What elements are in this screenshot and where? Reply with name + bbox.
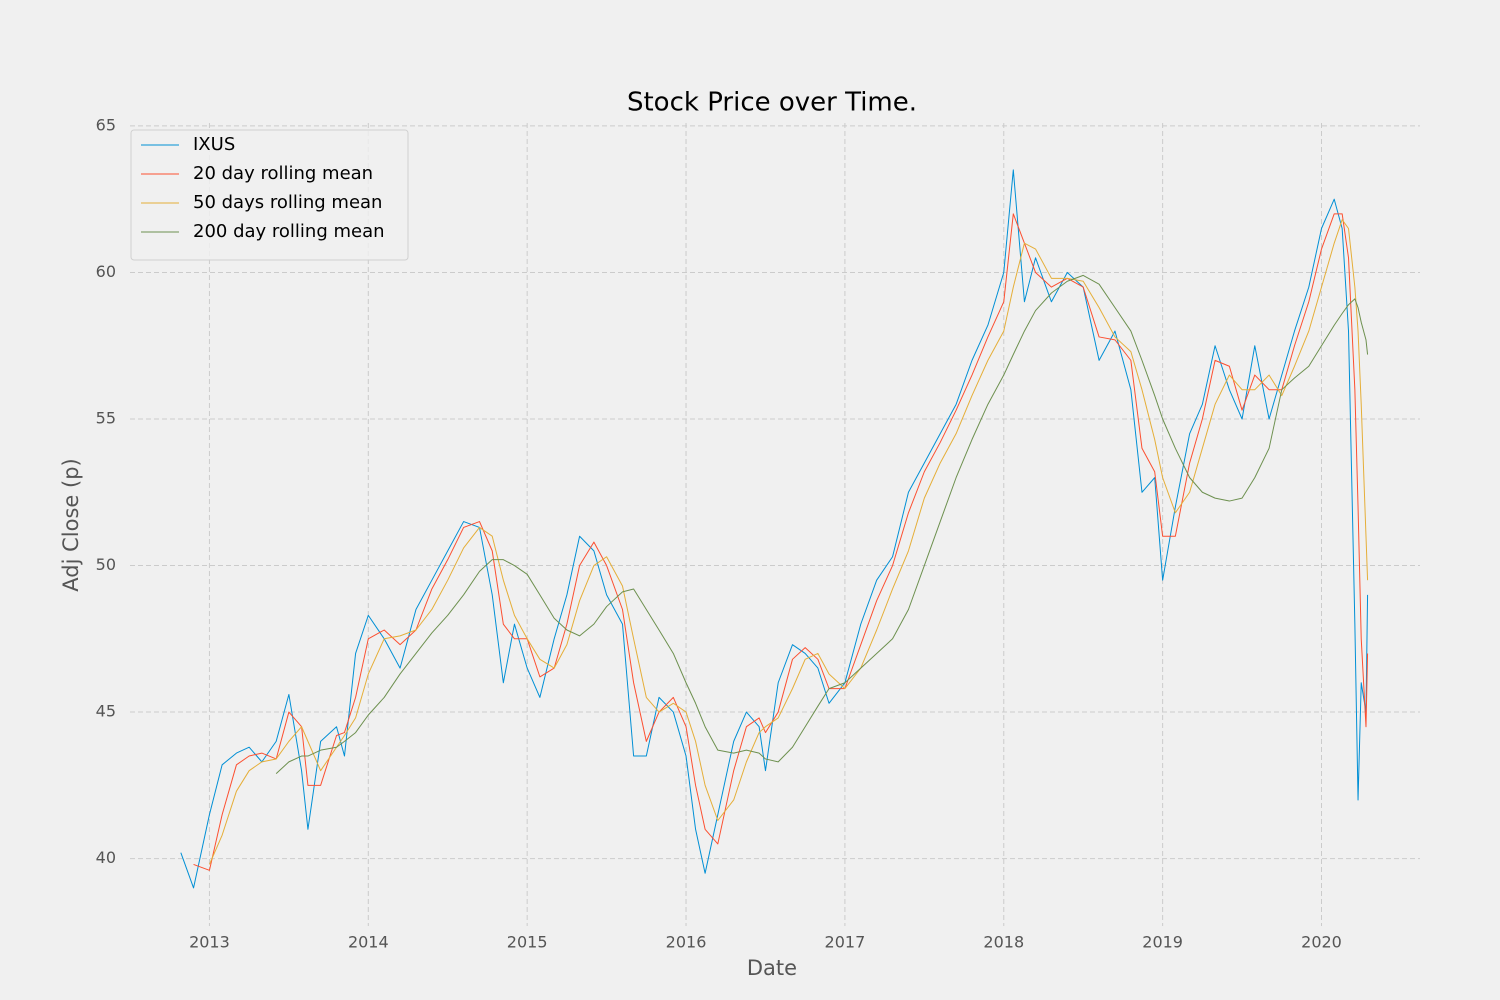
y-tick-label: 40 — [96, 848, 116, 867]
x-tick-label: 2020 — [1301, 933, 1342, 952]
series-line — [275, 274, 1369, 774]
x-tick-label: 2014 — [348, 933, 389, 952]
x-tick-label: 2017 — [825, 933, 866, 952]
legend-label: 50 days rolling mean — [193, 192, 382, 213]
x-tick-label: 2013 — [189, 933, 230, 952]
y-tick-label: 45 — [96, 702, 116, 721]
y-tick-label: 60 — [96, 262, 116, 281]
y-tick-label: 55 — [96, 408, 116, 427]
y-tick-label: 50 — [96, 555, 116, 574]
legend-label: IXUS — [193, 134, 235, 155]
legend-label: 200 day rolling mean — [193, 221, 385, 242]
y-axis-label: Adj Close (p) — [59, 458, 83, 591]
x-tick-label: 2019 — [1142, 933, 1183, 952]
x-tick-label: 2015 — [507, 933, 548, 952]
series-line — [193, 213, 1369, 871]
series-line — [180, 169, 1369, 889]
x-tick-label: 2018 — [983, 933, 1024, 952]
legend-label: 20 day rolling mean — [193, 163, 373, 184]
legend-box — [130, 129, 409, 261]
x-tick-label: 2016 — [666, 933, 707, 952]
y-tick-label: 65 — [96, 115, 116, 134]
x-axis-label: Date — [747, 956, 797, 980]
series-line — [208, 219, 1369, 865]
chart-title: Stock Price over Time. — [627, 88, 917, 118]
